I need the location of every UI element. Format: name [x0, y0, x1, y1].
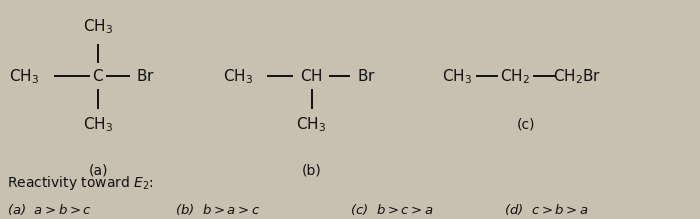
Text: $\mathregular{CH_3}$: $\mathregular{CH_3}$: [83, 17, 113, 35]
Text: $\mathregular{CH_3}$: $\mathregular{CH_3}$: [296, 115, 327, 134]
Text: $\mathregular{C}$: $\mathregular{C}$: [92, 68, 104, 84]
Text: $\mathregular{Br}$: $\mathregular{Br}$: [136, 68, 155, 84]
Text: $\mathregular{CH_3}$: $\mathregular{CH_3}$: [9, 67, 40, 86]
Text: (b): (b): [302, 163, 321, 177]
Text: $\mathregular{CH_3}$: $\mathregular{CH_3}$: [83, 115, 113, 134]
Text: (c): (c): [517, 117, 536, 131]
Text: $\mathregular{Br}$: $\mathregular{Br}$: [357, 68, 375, 84]
Text: (a): (a): [88, 163, 108, 177]
Text: (c)  $b > c > a$: (c) $b > c > a$: [350, 202, 433, 217]
Text: (d)  $c > b > a$: (d) $c > b > a$: [504, 202, 589, 217]
Text: $\mathregular{CH_2Br}$: $\mathregular{CH_2Br}$: [553, 67, 602, 86]
Text: $\mathregular{CH}$: $\mathregular{CH}$: [300, 68, 323, 84]
Text: $\mathregular{CH_3}$: $\mathregular{CH_3}$: [442, 67, 472, 86]
Text: (a)  $a > b > c$: (a) $a > b > c$: [7, 202, 92, 217]
Text: (b)  $b > a > c$: (b) $b > a > c$: [175, 202, 260, 217]
Text: Reactivity toward $E_2$:: Reactivity toward $E_2$:: [7, 174, 154, 192]
Text: $\mathregular{CH_3}$: $\mathregular{CH_3}$: [223, 67, 253, 86]
Text: $\mathregular{CH_2}$: $\mathregular{CH_2}$: [500, 67, 529, 86]
